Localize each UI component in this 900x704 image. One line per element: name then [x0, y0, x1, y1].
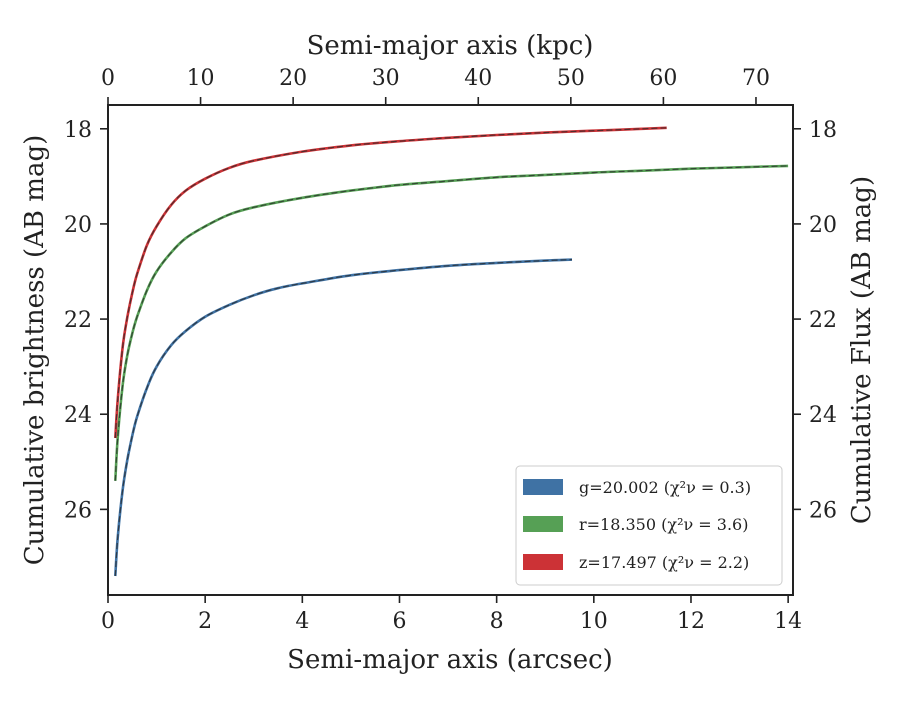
y-tick-label-left: 22 — [64, 308, 92, 333]
x-tick-label-top: 20 — [279, 66, 307, 91]
y-tick-label-right: 22 — [809, 308, 837, 333]
x-tick-label-bottom: 10 — [580, 609, 608, 634]
legend-swatch-z — [523, 554, 563, 570]
x-tick-label-top: 10 — [187, 66, 215, 91]
x-tick-label-bottom: 12 — [677, 609, 705, 634]
series-line-g — [114, 258, 573, 577]
x-tick-label-top: 40 — [464, 66, 492, 91]
series-model-line-r — [114, 165, 789, 481]
y-tick-label-left: 26 — [64, 498, 92, 523]
x-tick-label-bottom: 4 — [295, 609, 309, 634]
legend-label-g: g=20.002 (χ²ν = 0.3) — [579, 478, 751, 497]
x-tick-label-top: 0 — [101, 66, 115, 91]
x-tick-label-bottom: 6 — [392, 609, 406, 634]
y-tick-label-right: 18 — [809, 118, 837, 143]
y-axis-title-right: Cumulative Flux (AB mag) — [847, 176, 877, 524]
series-line-r — [114, 164, 789, 481]
legend-label-z: z=17.497 (χ²ν = 2.2) — [579, 553, 749, 572]
y-tick-label-left: 20 — [64, 213, 92, 238]
y-tick-label-right: 26 — [809, 498, 837, 523]
x-tick-label-top: 50 — [557, 66, 585, 91]
x-tick-label-bottom: 2 — [198, 609, 212, 634]
plot-frame — [107, 104, 794, 596]
legend: g=20.002 (χ²ν = 0.3) r=18.350 (χ²ν = 3.6… — [515, 465, 783, 586]
legend-swatch-r — [523, 516, 563, 532]
series-model-line-g — [114, 259, 573, 577]
y-tick-label-left: 18 — [64, 118, 92, 143]
legend-swatch-g — [523, 479, 563, 495]
y-tick-label-right: 20 — [809, 213, 837, 238]
x-tick-label-bottom: 8 — [490, 609, 504, 634]
x-axis-title-top: Semi-major axis (kpc) — [307, 31, 594, 61]
x-tick-label-top: 60 — [649, 66, 677, 91]
series-model-line-z — [114, 127, 667, 439]
legend-box — [515, 465, 783, 586]
y-tick-label-left: 24 — [64, 403, 92, 428]
series-layer — [114, 126, 789, 577]
x-tick-label-bottom: 14 — [774, 609, 802, 634]
x-tick-label-bottom: 0 — [101, 609, 115, 634]
y-axis-title-left: Cumulative brightness (AB mag) — [20, 135, 50, 566]
y-tick-label-right: 24 — [809, 403, 837, 428]
x-axis-title-bottom: Semi-major axis (arcsec) — [287, 645, 613, 675]
legend-label-r: r=18.350 (χ²ν = 3.6) — [579, 515, 748, 534]
x-tick-label-top: 70 — [742, 66, 770, 91]
x-tick-label-top: 30 — [372, 66, 400, 91]
